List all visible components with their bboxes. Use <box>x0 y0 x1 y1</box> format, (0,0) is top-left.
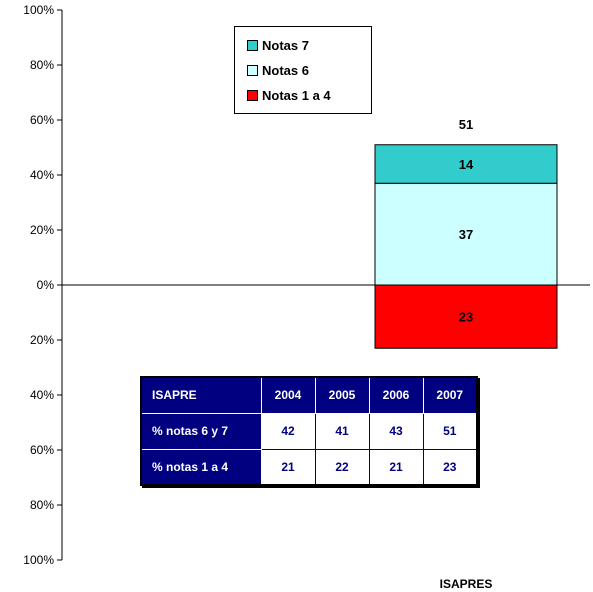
data-label-notas-1-a-4: 23 <box>459 310 473 325</box>
legend-label: Notas 1 a 4 <box>262 88 331 103</box>
legend-item-notas-6: Notas 6 <box>247 58 371 83</box>
x-category-label: ISAPRES <box>440 577 493 591</box>
y-tick-label: 60% <box>30 113 54 127</box>
table-row: % notas 1 a 4 21 22 21 23 <box>141 449 477 485</box>
y-tick-label: 40% <box>30 388 54 402</box>
legend-label: Notas 7 <box>262 38 309 53</box>
table-header-cell: 2005 <box>315 377 369 413</box>
table-cell: 51 <box>423 413 477 449</box>
y-tick-label: 80% <box>30 498 54 512</box>
table-header-cell: 2004 <box>261 377 315 413</box>
legend-swatch-notas-6 <box>247 65 258 76</box>
data-label-notas-7: 14 <box>459 157 474 172</box>
y-tick-label: 20% <box>30 333 54 347</box>
legend-item-notas-1-a-4: Notas 1 a 4 <box>247 83 371 108</box>
table-cell: 43 <box>369 413 423 449</box>
table-row-label: % notas 1 a 4 <box>141 449 261 485</box>
legend-item-notas-7: Notas 7 <box>247 33 371 58</box>
table-row-label: % notas 6 y 7 <box>141 413 261 449</box>
total-label: 51 <box>459 117 473 132</box>
table-cell: 21 <box>261 449 315 485</box>
table-header-cell: 2006 <box>369 377 423 413</box>
table-cell: 21 <box>369 449 423 485</box>
table-row: % notas 6 y 7 42 41 43 51 <box>141 413 477 449</box>
data-label-notas-6: 37 <box>459 227 473 242</box>
table-cell: 23 <box>423 449 477 485</box>
table-cell: 42 <box>261 413 315 449</box>
y-tick-label: 100% <box>23 553 54 567</box>
y-tick-label: 0% <box>37 278 55 292</box>
legend-label: Notas 6 <box>262 63 309 78</box>
chart-legend: Notas 7 Notas 6 Notas 1 a 4 <box>234 26 372 114</box>
data-table: ISAPRE 2004 2005 2006 2007 % notas 6 y 7… <box>140 376 478 486</box>
table-cell: 22 <box>315 449 369 485</box>
table-cell: 41 <box>315 413 369 449</box>
table-header-cell: ISAPRE <box>141 377 261 413</box>
y-tick-label: 80% <box>30 58 54 72</box>
table-header-cell: 2007 <box>423 377 477 413</box>
y-tick-label: 20% <box>30 223 54 237</box>
table-header-row: ISAPRE 2004 2005 2006 2007 <box>141 377 477 413</box>
y-tick-label: 100% <box>23 3 54 17</box>
y-tick-label: 40% <box>30 168 54 182</box>
legend-swatch-notas-7 <box>247 40 258 51</box>
legend-swatch-notas-1-a-4 <box>247 90 258 101</box>
y-tick-label: 60% <box>30 443 54 457</box>
